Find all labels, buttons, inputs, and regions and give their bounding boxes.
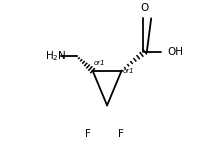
Text: H$_2$N: H$_2$N: [45, 49, 66, 63]
Text: O: O: [141, 3, 149, 13]
Text: F: F: [118, 129, 124, 139]
Text: OH: OH: [167, 47, 183, 57]
Text: F: F: [84, 129, 90, 139]
Text: or1: or1: [122, 68, 134, 74]
Text: or1: or1: [93, 60, 105, 66]
